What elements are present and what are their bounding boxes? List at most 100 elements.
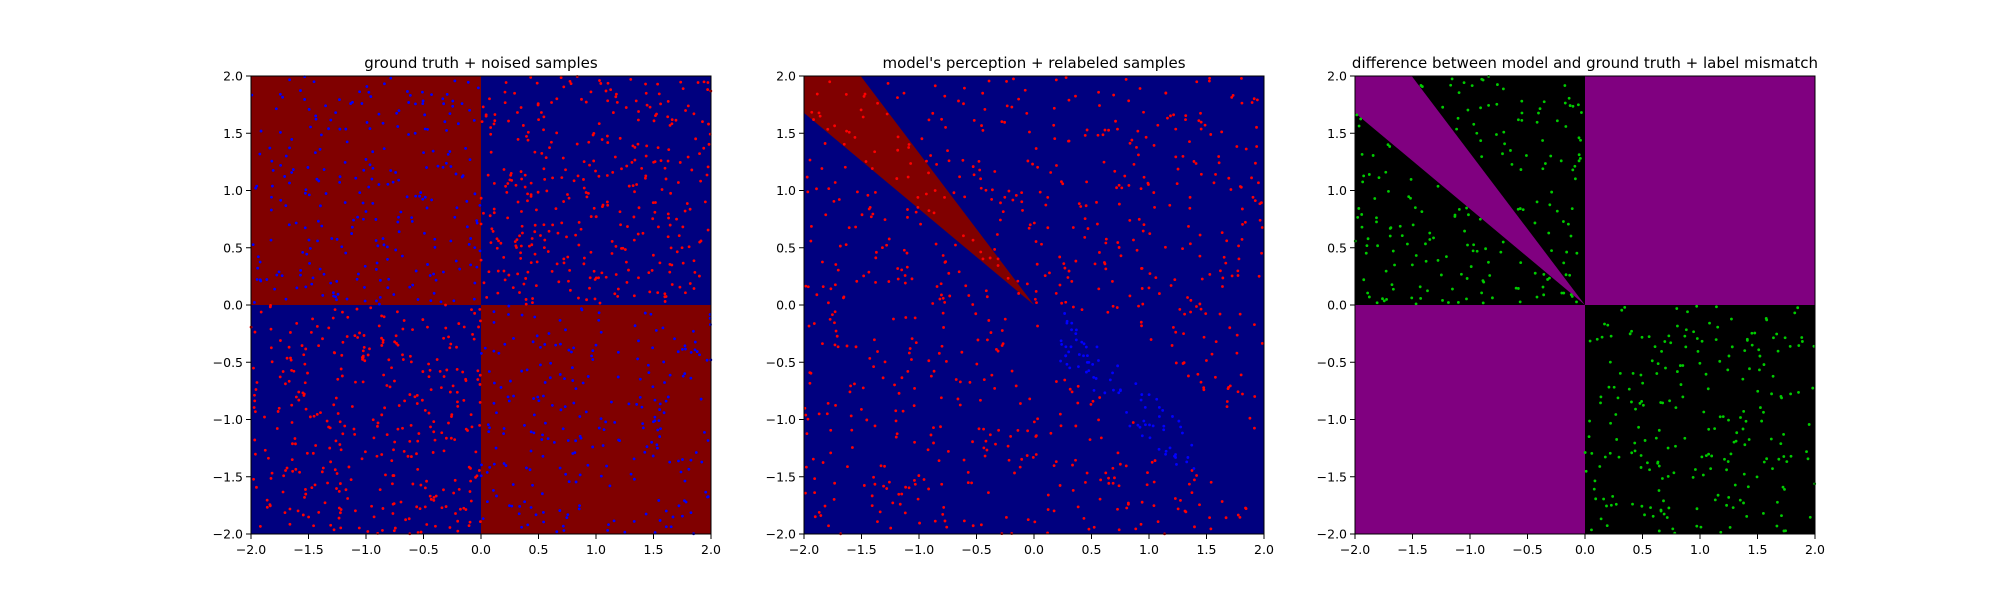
data-point	[817, 412, 821, 416]
data-point	[618, 136, 622, 140]
data-point	[526, 130, 530, 134]
data-point	[1156, 520, 1160, 524]
data-point	[478, 520, 482, 524]
data-point	[290, 458, 294, 462]
data-point	[380, 344, 384, 347]
data-point	[423, 231, 426, 235]
data-point	[943, 301, 947, 304]
data-point	[423, 505, 427, 509]
data-point	[1147, 286, 1151, 290]
data-point	[1031, 455, 1035, 459]
data-point	[568, 79, 572, 83]
data-point	[357, 272, 360, 276]
data-point	[1620, 308, 1624, 312]
data-point	[427, 375, 431, 378]
x-tick-label: −1.5	[293, 542, 323, 557]
data-point	[1049, 431, 1053, 435]
data-point	[449, 342, 453, 346]
axes-layer: −2.0 −1.5 −1.0 −0.5 0.0 0.5 1.0 1.5 2.0−2.0−1.5−…	[213, 69, 721, 558]
data-point	[1060, 301, 1064, 305]
data-point	[419, 483, 423, 487]
data-point	[983, 454, 987, 458]
data-point	[493, 113, 497, 116]
data-point	[490, 227, 494, 231]
data-point	[881, 376, 885, 380]
data-point	[492, 320, 496, 324]
data-point	[1092, 525, 1096, 529]
data-point	[1006, 276, 1010, 280]
data-point	[1077, 365, 1080, 369]
data-point	[475, 219, 479, 223]
data-point	[1152, 143, 1156, 147]
data-point	[1153, 206, 1156, 209]
data-point	[455, 367, 459, 371]
data-point	[532, 397, 536, 400]
data-point	[1111, 466, 1115, 470]
data-point	[540, 151, 544, 155]
data-point	[338, 443, 342, 446]
data-point	[442, 336, 445, 340]
data-point	[1007, 189, 1011, 193]
data-point	[287, 379, 291, 383]
data-point	[368, 163, 372, 167]
data-point	[1742, 409, 1746, 413]
data-point	[434, 278, 438, 282]
data-point	[1195, 474, 1198, 477]
data-point	[1138, 87, 1142, 90]
data-point	[265, 278, 269, 281]
data-point	[653, 531, 657, 534]
data-point	[535, 81, 539, 85]
data-point	[515, 246, 518, 249]
data-point	[1753, 331, 1757, 335]
data-point	[834, 263, 838, 266]
data-point	[1194, 162, 1198, 165]
data-point	[1741, 377, 1745, 381]
data-point	[1157, 447, 1161, 451]
x-tick-label: −1.0	[351, 542, 381, 557]
x-tick-label: −0.5	[408, 542, 438, 557]
data-point	[935, 162, 938, 166]
data-point	[1224, 516, 1228, 520]
data-point	[897, 492, 901, 496]
data-point	[1144, 423, 1147, 427]
data-point	[1375, 301, 1379, 305]
data-point	[1214, 172, 1217, 176]
data-point	[893, 383, 896, 387]
data-point	[1139, 320, 1143, 324]
data-point	[966, 470, 970, 474]
data-point	[1067, 269, 1071, 273]
data-point	[1788, 345, 1792, 348]
data-point	[860, 213, 864, 217]
data-point	[1424, 242, 1427, 246]
data-point	[874, 190, 877, 194]
data-point	[1707, 452, 1711, 456]
data-point	[1154, 276, 1158, 279]
data-point	[506, 182, 510, 185]
data-point	[996, 257, 1000, 261]
data-point	[805, 432, 809, 436]
data-point	[832, 199, 836, 203]
data-point	[1432, 236, 1435, 240]
data-point	[1137, 217, 1141, 221]
data-point	[1168, 446, 1172, 450]
data-point	[1587, 435, 1591, 439]
data-point	[345, 335, 349, 338]
data-point	[1659, 508, 1663, 512]
data-point	[698, 274, 701, 278]
data-point	[632, 238, 636, 242]
data-point	[972, 173, 976, 177]
data-point	[616, 295, 620, 298]
data-point	[1695, 507, 1699, 511]
data-point	[362, 217, 365, 221]
data-point	[416, 298, 420, 301]
data-point	[865, 418, 869, 422]
data-point	[1664, 366, 1667, 370]
data-point	[916, 497, 920, 501]
data-point	[1137, 304, 1140, 308]
data-point	[1765, 457, 1769, 461]
data-point	[329, 118, 333, 122]
data-point	[1240, 207, 1244, 211]
data-point	[1111, 304, 1115, 308]
data-point	[842, 295, 846, 299]
data-point	[683, 209, 687, 213]
